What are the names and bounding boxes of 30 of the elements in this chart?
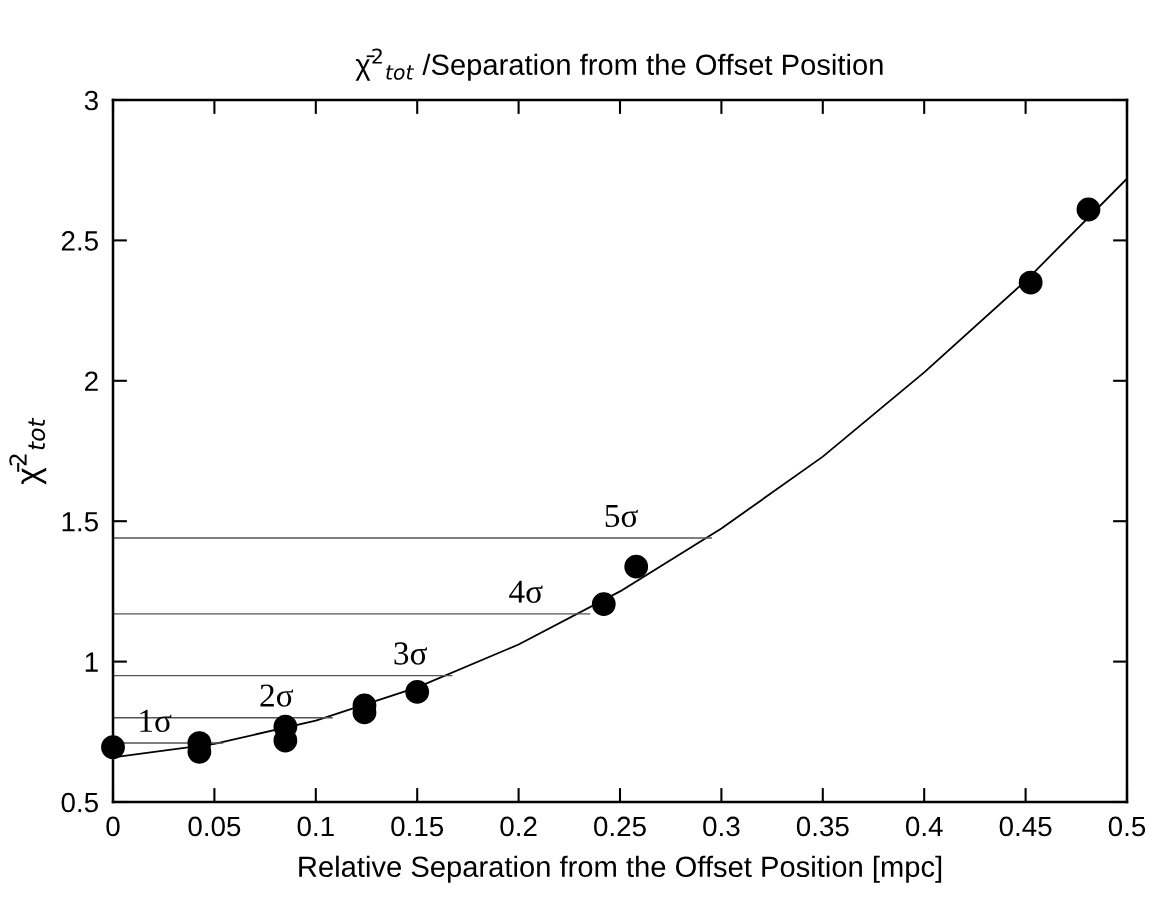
x-tick-label: 0.1 [297,816,334,837]
x-tick-label: 0 [106,816,120,837]
x-tick-label: 0.25 [594,816,646,837]
chart-title: χ̄$^{2}$$_{tot}$ /Separation from the Offset Position [355,48,883,81]
point [101,735,125,760]
x-tick-label: 0.45 [999,816,1052,837]
annotation: 5σ [605,504,638,528]
x-tick-label: 0.4 [905,816,943,837]
y-tick-label: 1.5 [62,512,98,532]
x-tick-label: 0.2 [500,816,537,837]
annotation: 3σ [394,642,427,665]
y-tick-label: 0.5 [61,792,98,813]
annotation: 4σ [509,580,543,603]
annotation: 2σ [260,684,294,707]
x-tick-label: 0.35 [796,816,849,837]
y-tick-label: 1 [85,652,98,672]
y-tick-label: 2 [85,371,98,391]
point [1018,270,1043,295]
x-axis-title: Relative Separation from the Offset Position [mpc] [299,855,942,883]
point [1076,197,1101,222]
x-tick-label: 0.05 [188,816,241,837]
x-tick-label: 0.15 [391,816,444,837]
point [591,592,616,616]
y-tick-label: 2.5 [61,231,98,251]
point [624,554,649,579]
y-axis-title: χ̄$^{2}$$_{tot}$ [9,417,47,485]
y-tick-label: 3 [84,90,98,111]
point [405,680,430,704]
x-tick-label: 0.5 [1108,816,1146,837]
x-tick-label: 0.3 [703,816,740,837]
